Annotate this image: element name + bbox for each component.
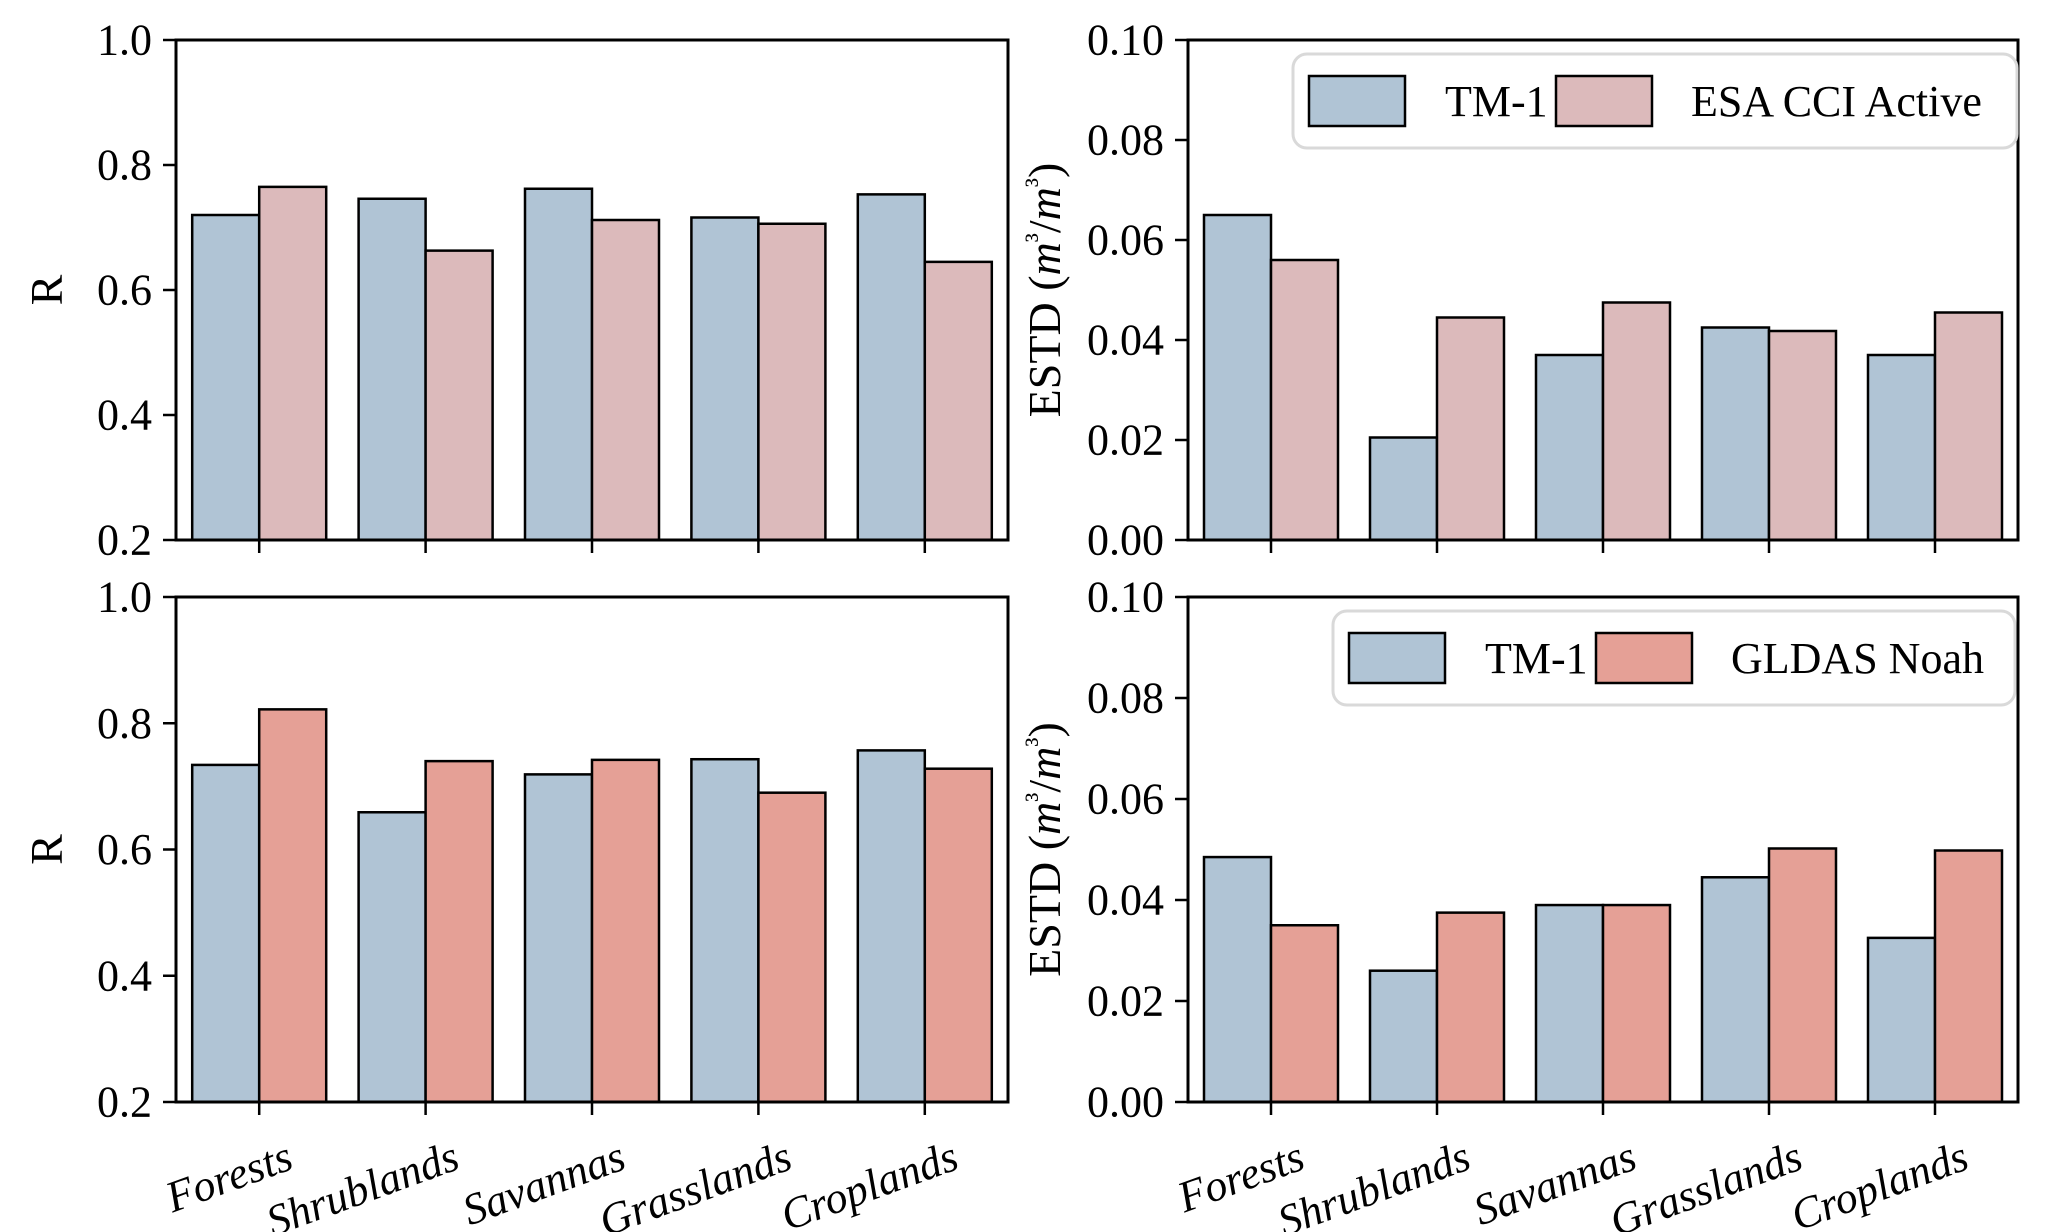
x-tick-label-shrublands: Shrublands: [260, 1131, 465, 1232]
bar-tm-1-shrublands: [1368, 969, 1439, 1104]
y-tick-label: 0.02: [1087, 977, 1164, 1026]
legend-swatch-tm-1: [1307, 74, 1407, 128]
y-tick-label: 0.00: [1087, 516, 1164, 565]
bar-tm-1-grasslands: [690, 757, 760, 1104]
y-axis-label: R: [21, 274, 72, 305]
x-tick-label-croplands: Croplands: [1785, 1131, 1975, 1232]
y-tick-label: 0.2: [97, 516, 152, 565]
y-tick-label: 0.8: [97, 699, 152, 748]
bar-tm-1-forests: [1202, 855, 1273, 1104]
legend-label-esa-cci-active: ESA CCI Active: [1691, 77, 1982, 126]
bar-esa-cci-active-shrublands: [424, 249, 494, 542]
x-tick-label-shrublands: Shrublands: [1271, 1131, 1476, 1232]
bar-gldas-noah-forests: [257, 708, 328, 1104]
bar-tm-1-grasslands: [690, 216, 760, 542]
bar-esa-cci-active-forests: [257, 185, 328, 542]
bar-gldas-noah-forests: [1269, 924, 1340, 1104]
bar-tm-1-savannas: [1534, 353, 1605, 542]
y-tick-label: 0.04: [1087, 876, 1164, 925]
bar-tm-1-savannas: [523, 773, 594, 1104]
bar-gldas-noah-croplands: [923, 767, 994, 1104]
legend-swatch-tm-1: [1347, 631, 1447, 685]
bar-tm-1-croplands: [856, 193, 927, 542]
bar-tm-1-forests: [190, 213, 261, 542]
y-axis-label: ESTD (m³/m³): [1019, 163, 1070, 418]
legend: TM-1 GLDAS Noah: [1331, 609, 2017, 707]
bar-tm-1-grasslands: [1700, 876, 1771, 1104]
bar-tm-1-shrublands: [357, 197, 427, 542]
legend-box: [1291, 52, 2019, 150]
y-tick-label: 0.06: [1087, 216, 1164, 265]
x-tick-label-grasslands: Grasslands: [1603, 1131, 1808, 1232]
bar-tm-1-forests: [190, 763, 261, 1104]
bar-tm-1-croplands: [856, 749, 927, 1104]
bar-gldas-noah-grasslands: [757, 791, 827, 1104]
y-tick-label: 0.2: [97, 1078, 152, 1127]
y-axis-label: R: [21, 834, 72, 865]
bar-gldas-noah-shrublands: [1435, 911, 1506, 1104]
bar-gldas-noah-croplands: [1933, 849, 2004, 1104]
y-tick-label: 0.06: [1087, 775, 1164, 824]
bar-esa-cci-active-savannas: [1601, 301, 1672, 542]
bar-esa-cci-active-grasslands: [757, 222, 827, 542]
panel-top-right: 0.00 0.02 0.04 0.06 0.08 0.10 ESTD (m³/m³) TM-1…: [1019, 16, 2020, 565]
bar-esa-cci-active-croplands: [923, 260, 994, 542]
y-tick-label: 0.8: [97, 141, 152, 190]
bar-esa-cci-active-grasslands: [1767, 329, 1838, 542]
panel-top-left: 0.2 0.4 0.6 0.8 1.0 R: [21, 16, 1010, 565]
bar-gldas-noah-grasslands: [1767, 847, 1838, 1104]
bar-tm-1-savannas: [523, 187, 594, 542]
y-tick-label: 0.6: [97, 825, 152, 874]
bar-esa-cci-active-forests: [1269, 258, 1340, 542]
bar-tm-1-croplands: [1866, 353, 1937, 542]
y-tick-label: 1.0: [97, 573, 152, 622]
legend-label-tm-1: TM-1: [1445, 77, 1548, 126]
bar-tm-1-savannas: [1534, 903, 1605, 1104]
panel-bottom-right: 0.000.020.040.060.080.10ForestsShrubland…: [1019, 573, 2020, 1232]
y-tick-label: 0.10: [1087, 573, 1164, 622]
y-tick-label: 0.4: [97, 951, 152, 1000]
bar-esa-cci-active-shrublands: [1435, 316, 1506, 542]
y-tick-label: 0.10: [1087, 16, 1164, 65]
bar-gldas-noah-savannas: [1601, 903, 1672, 1104]
x-tick-label-croplands: Croplands: [774, 1131, 964, 1232]
y-tick-label: 0.6: [97, 266, 152, 315]
bar-tm-1-grasslands: [1700, 326, 1771, 542]
bar-gldas-noah-savannas: [590, 758, 661, 1104]
legend-swatch-gldas-noah: [1594, 631, 1694, 685]
y-tick-label: 0.08: [1087, 674, 1164, 723]
bar-esa-cci-active-savannas: [590, 218, 661, 542]
bar-tm-1-shrublands: [357, 811, 427, 1104]
bar-gldas-noah-shrublands: [424, 759, 494, 1104]
bar-tm-1-shrublands: [1368, 436, 1439, 542]
bar-tm-1-croplands: [1866, 936, 1937, 1104]
y-axis-label: ESTD (m³/m³): [1019, 722, 1070, 977]
y-tick-label: 0.02: [1087, 416, 1164, 465]
legend: TM-1 ESA CCI Active: [1291, 52, 2019, 150]
bar-tm-1-forests: [1202, 213, 1273, 542]
y-tick-label: 0.00: [1087, 1078, 1164, 1127]
y-tick-label: 1.0: [97, 16, 152, 65]
legend-label-gldas-noah: GLDAS Noah: [1731, 634, 1984, 683]
panel-bottom-left: 0.20.40.60.81.0ForestsShrublandsSavannas…: [21, 573, 1010, 1232]
y-tick-label: 0.04: [1087, 316, 1164, 365]
bar-esa-cci-active-croplands: [1933, 311, 2004, 542]
legend-label-tm-1: TM-1: [1485, 634, 1588, 683]
y-tick-label: 0.08: [1087, 116, 1164, 165]
x-tick-label-grasslands: Grasslands: [593, 1131, 798, 1232]
y-tick-label: 0.4: [97, 391, 152, 440]
legend-swatch-esa-cci-active: [1554, 74, 1654, 128]
